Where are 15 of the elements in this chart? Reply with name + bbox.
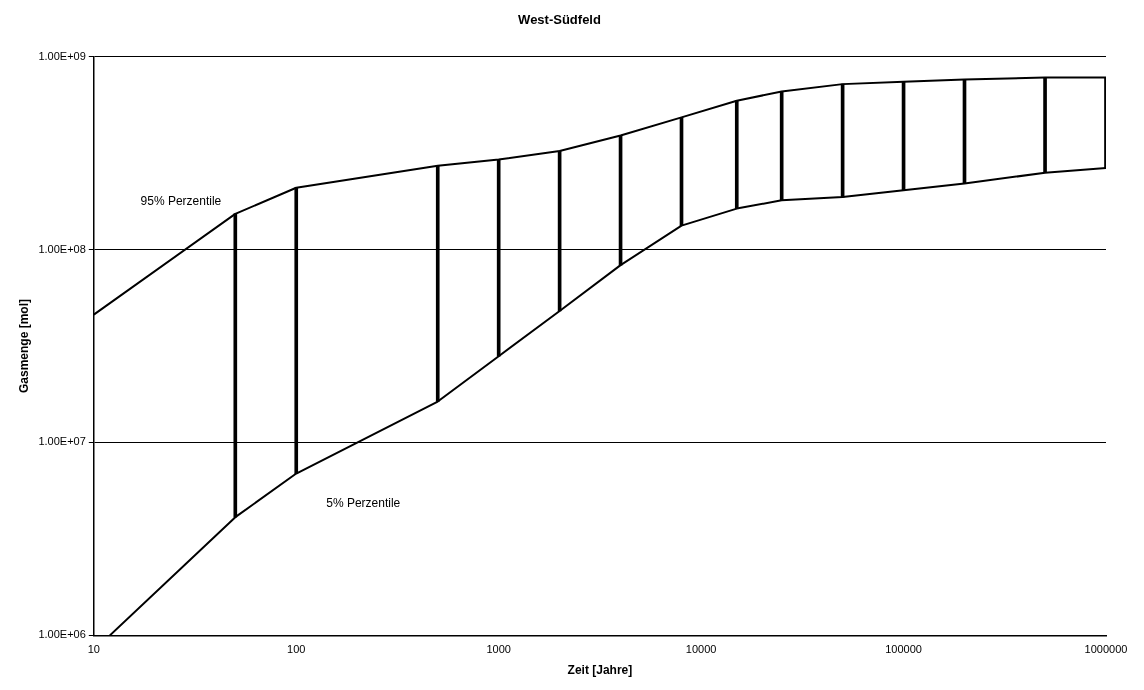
x-tick-label: 10000 — [685, 643, 717, 656]
x-axis-title: Zeit [Jahre] — [567, 663, 633, 678]
x-tick-label: 1000000 — [1084, 643, 1128, 656]
y-tick-label: 1.00E+06 — [38, 628, 86, 641]
x-tick-label: 1000 — [486, 643, 511, 656]
x-tick-label: 100 — [287, 643, 306, 656]
y-tick-label: 1.00E+07 — [38, 435, 86, 448]
x-tick-label: 10 — [87, 643, 100, 656]
y-axis-title: Gasmenge [mol] — [16, 298, 31, 394]
y-tick-label: 1.00E+08 — [38, 242, 86, 255]
y-tick-label: 1.00E+09 — [38, 49, 86, 62]
chart-title: West-Südfeld — [518, 12, 601, 28]
text: 5% Perzentile — [326, 495, 401, 510]
x-tick-label: 100000 — [885, 643, 922, 656]
series-label: 95% Perzentile — [140, 194, 222, 209]
